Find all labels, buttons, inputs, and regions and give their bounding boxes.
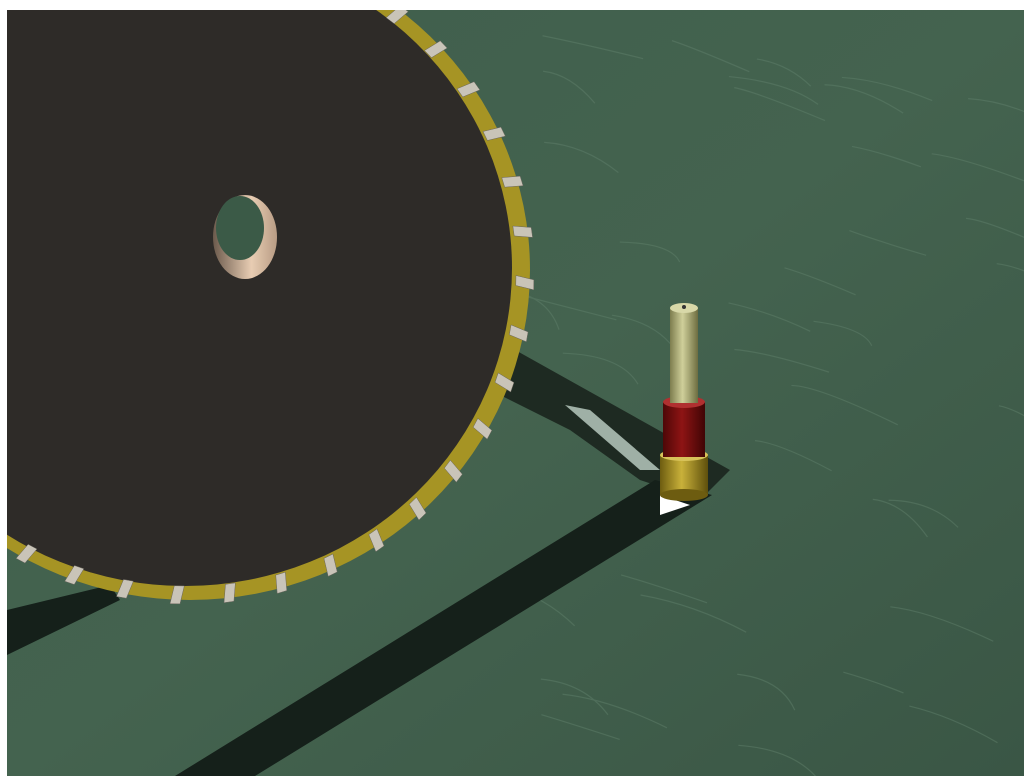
vein [843, 671, 904, 694]
vein [619, 241, 681, 263]
vein [728, 302, 811, 332]
vein [526, 296, 617, 321]
slot-edge [565, 405, 660, 470]
blade-teeth [15, 10, 535, 605]
vein [734, 348, 830, 373]
vein [890, 606, 994, 642]
tooth [169, 585, 185, 605]
tool-shaft [670, 308, 698, 403]
tooth [509, 324, 529, 343]
tool-base [660, 455, 708, 495]
light-gap [660, 495, 690, 515]
tooth [444, 459, 463, 483]
tooth [456, 81, 481, 98]
vein [968, 98, 1024, 113]
vein [542, 35, 644, 60]
vein [851, 145, 922, 168]
cut-trench [175, 480, 712, 776]
tooth [501, 175, 524, 188]
vein [756, 58, 812, 87]
vein [671, 40, 750, 73]
vein [544, 141, 619, 174]
vein [824, 84, 904, 114]
vein [541, 714, 620, 740]
tooth [408, 496, 427, 521]
vein [998, 405, 1024, 417]
saw-blade [7, 10, 512, 586]
vein [737, 673, 796, 711]
vein [562, 352, 639, 385]
vein [813, 320, 873, 347]
vein [784, 267, 856, 296]
tool-tip [682, 305, 686, 309]
vein [966, 217, 1024, 238]
vein [734, 87, 826, 122]
vein [728, 75, 819, 105]
tooth [323, 553, 338, 577]
vein [849, 230, 927, 256]
tooth [64, 565, 85, 585]
vein [791, 384, 899, 426]
tooth [223, 582, 236, 603]
vein [543, 70, 596, 104]
arbor-hole-inner [216, 196, 264, 260]
vein [872, 498, 928, 538]
tooth [15, 544, 38, 564]
vein [841, 76, 933, 102]
vein [909, 705, 998, 744]
tooth [368, 528, 385, 553]
vein [620, 574, 708, 604]
tooth [116, 579, 134, 599]
tooth [482, 126, 506, 141]
vein [640, 594, 747, 633]
marble-veins [503, 35, 1024, 776]
tooth [472, 417, 493, 440]
tooth [494, 372, 515, 393]
vein [738, 744, 817, 776]
vein [540, 678, 609, 716]
tool-base-bottom [660, 489, 708, 501]
vein [888, 499, 959, 528]
tooth [275, 571, 288, 594]
tooth [424, 40, 448, 58]
vein [562, 693, 668, 729]
vein [996, 263, 1024, 272]
vein [754, 439, 832, 472]
tooth [515, 275, 535, 291]
tool-body [663, 402, 705, 457]
tooth [512, 225, 533, 238]
trench-shadow [7, 585, 120, 655]
vein [931, 153, 1024, 182]
tooth [385, 10, 409, 24]
